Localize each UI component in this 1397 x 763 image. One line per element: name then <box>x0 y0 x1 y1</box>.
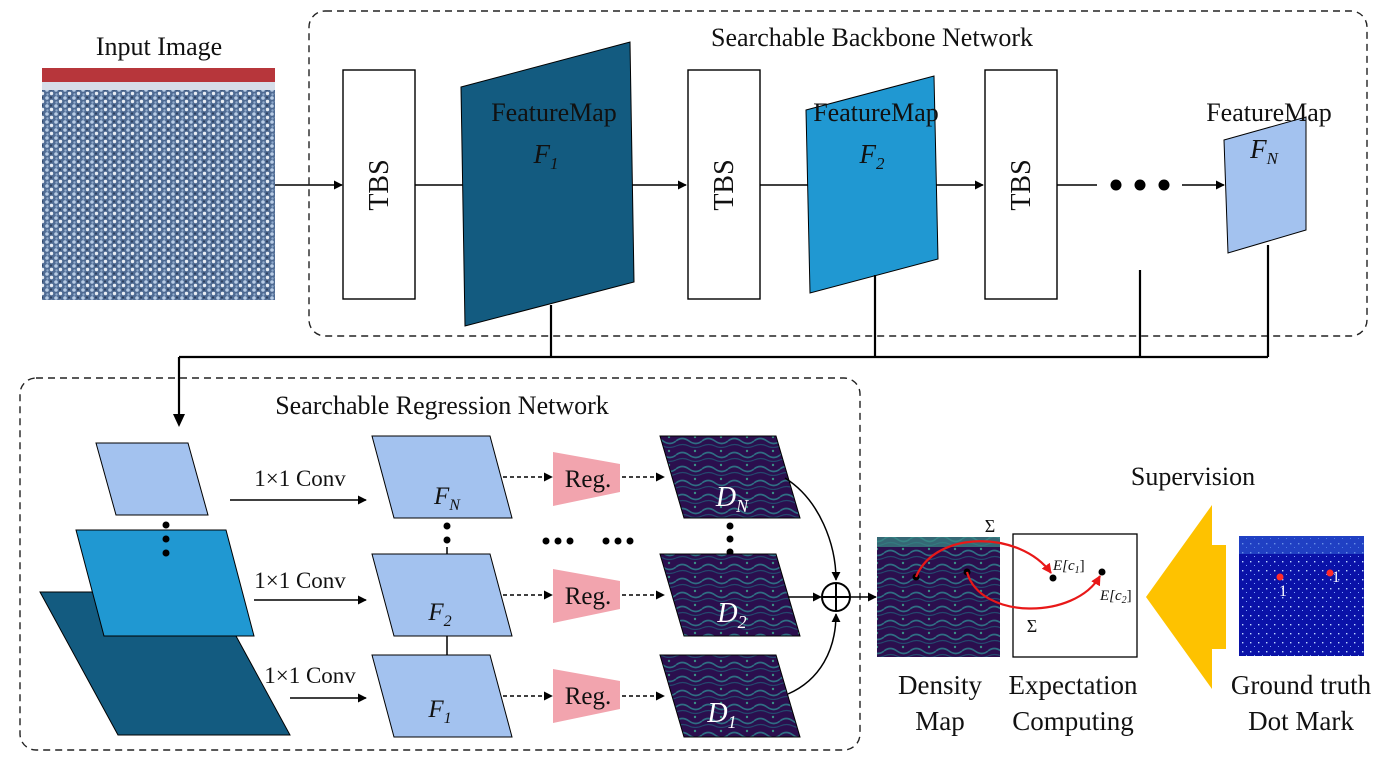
sigma-bottom: Σ <box>1027 616 1037 636</box>
expectation-label-2: Computing <box>1012 706 1134 736</box>
expectation-point-2 <box>1098 568 1106 576</box>
proj-map-f2-symbol: F2 <box>427 599 451 630</box>
reg-block-2 <box>553 569 620 623</box>
density-d1 <box>659 654 801 738</box>
tbs-label-1: TBS <box>364 159 395 210</box>
red-arrow-2 <box>965 571 1101 610</box>
proj-map-fn <box>371 435 513 519</box>
backbone-title: Searchable Backbone Network <box>711 23 1033 52</box>
reg-label-n: Reg. <box>565 466 612 493</box>
expectation-label-1: Expectation <box>1009 670 1138 700</box>
sum-operator <box>821 582 851 612</box>
feature-map-f1-symbol: F1 <box>533 139 559 173</box>
expectation-box <box>1012 533 1138 658</box>
input-title: Input Image <box>96 32 222 61</box>
expectation-point-1 <box>1049 574 1057 582</box>
conv-label-1: 1×1 Conv <box>264 663 356 688</box>
proj-map-fn-symbol: FN <box>433 483 461 514</box>
density-d2 <box>659 553 801 637</box>
collector-lines <box>177 245 1270 418</box>
stack-map-fn <box>95 442 209 516</box>
ellipsis-dots-backbone <box>1110 179 1170 191</box>
regression-frame <box>19 377 861 751</box>
feature-map-f1-label: FeatureMap <box>491 98 617 127</box>
tbs-block-2: TBS <box>687 69 761 300</box>
tbs-block-3: TBS <box>984 69 1058 300</box>
density-dn-symbol: DN <box>715 482 749 516</box>
expectation-e1: E[c1] <box>1052 558 1085 576</box>
ellipsis-dots-proj <box>443 522 451 544</box>
density-d1-symbol: D1 <box>706 698 736 732</box>
dot-value-2: 1 <box>1332 569 1340 586</box>
tbs-block-1: TBS <box>342 69 416 300</box>
ellipsis-dots-mid <box>542 537 634 545</box>
input-image <box>42 68 275 300</box>
density-map-label-1: Density <box>898 670 982 700</box>
red-arrow-1 <box>914 540 1052 578</box>
proj-map-f2 <box>371 553 513 637</box>
ground-truth-label-2: Dot Mark <box>1248 706 1354 736</box>
feature-map-fn <box>1223 116 1307 254</box>
proj-map-f1 <box>371 654 513 738</box>
conv-label-2: 1×1 Conv <box>254 568 346 593</box>
tbs-label-3: TBS <box>1006 159 1037 210</box>
stack-map-f2 <box>75 529 255 637</box>
feature-map-f2-label: FeatureMap <box>813 98 939 127</box>
density-map-label-2: Map <box>915 706 965 736</box>
feature-map-f1 <box>460 41 635 327</box>
curve-dn-sum <box>784 477 841 581</box>
reg-label-1: Reg. <box>565 683 612 710</box>
ellipsis-dots-stack <box>162 521 170 557</box>
reg-block-1 <box>553 669 620 723</box>
dot-value-1: 1 <box>1279 583 1287 600</box>
density-dn <box>659 435 801 519</box>
proj-map-f1-symbol: F1 <box>427 696 451 727</box>
feature-map-fn-label: FeatureMap <box>1206 98 1332 127</box>
supervision-label: Supervision <box>1131 462 1255 491</box>
reg-block-n <box>553 452 620 506</box>
ellipsis-dots-density <box>726 522 734 556</box>
curve-d1-sum <box>787 613 841 695</box>
reg-label-2: Reg. <box>565 583 612 610</box>
ground-truth-label-1: Ground truth <box>1231 670 1372 700</box>
feature-map-fn-symbol: FN <box>1249 134 1280 168</box>
density-map <box>877 537 1000 657</box>
supervision-arrow <box>1146 505 1226 689</box>
regression-title: Searchable Regression Network <box>275 391 609 420</box>
density-d2-symbol: D2 <box>716 598 746 632</box>
ground-truth-map <box>1239 536 1364 656</box>
feature-map-f2-symbol: F2 <box>859 139 886 173</box>
tbs-label-2: TBS <box>709 159 740 210</box>
expectation-e2: E[c2] <box>1099 588 1132 606</box>
conv-label-n: 1×1 Conv <box>254 466 346 491</box>
arrow-into-regression <box>173 414 185 427</box>
feature-map-f2 <box>805 75 939 294</box>
sigma-top: Σ <box>985 516 995 536</box>
